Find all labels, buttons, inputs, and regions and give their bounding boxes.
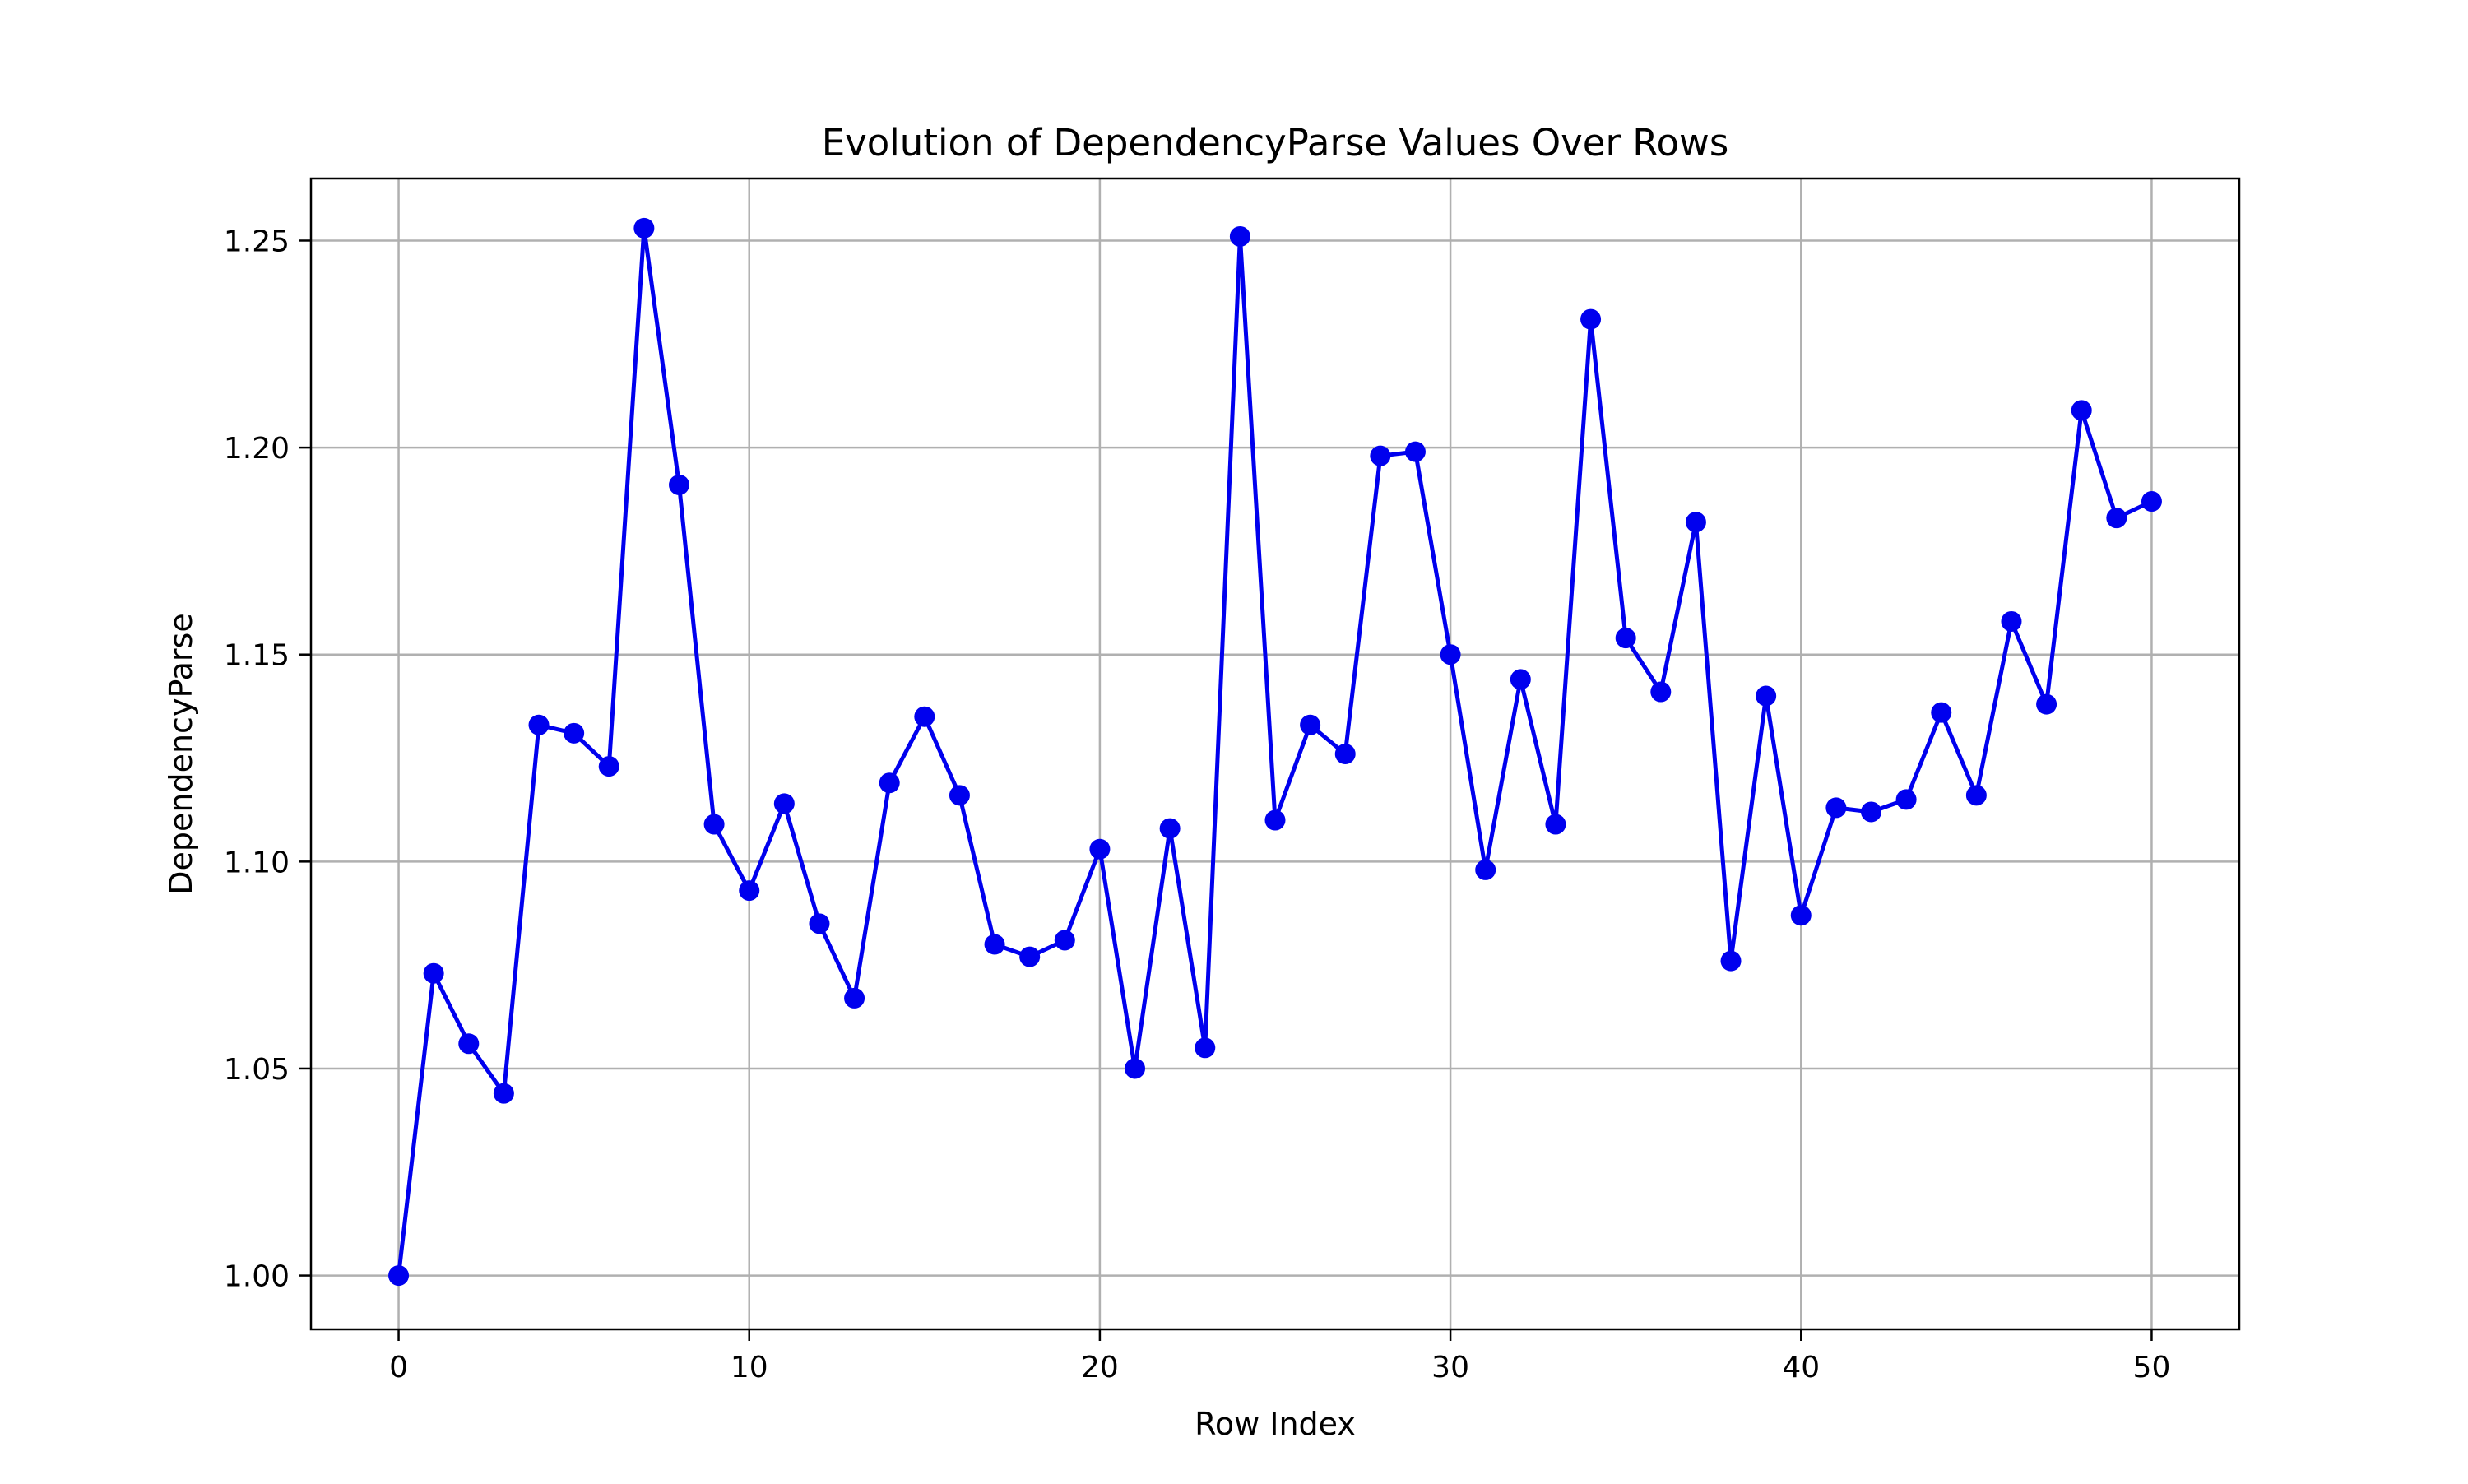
data-point <box>1229 225 1250 247</box>
axis-ticks: 0 10 20 30 40 50 1.00 1.05 1.10 1.15 1.20 1.25 <box>224 225 2171 1384</box>
data-point <box>564 722 585 744</box>
data-point <box>1089 838 1111 860</box>
x-axis-label: Row Index <box>1195 1406 1356 1442</box>
y-tick-label: 1.00 <box>224 1260 290 1294</box>
data-point <box>668 474 689 495</box>
data-point <box>2036 693 2057 715</box>
data-point <box>1054 930 1075 951</box>
y-tick-label: 1.15 <box>224 639 290 673</box>
data-point <box>1685 512 1706 533</box>
data-point <box>703 814 725 835</box>
data-point <box>1580 308 1602 330</box>
data-point <box>493 1083 514 1104</box>
data-point <box>388 1265 410 1287</box>
data-point <box>809 913 830 934</box>
data-point <box>949 785 970 806</box>
data-point <box>1264 809 1286 831</box>
x-tick-label: 10 <box>731 1351 768 1384</box>
y-tick-label: 1.20 <box>224 432 290 466</box>
data-point <box>1650 681 1672 703</box>
data-point <box>1720 950 1742 972</box>
x-tick-label: 50 <box>2133 1351 2171 1384</box>
data-point <box>423 962 444 984</box>
y-tick-label: 1.25 <box>224 225 290 258</box>
data-point <box>1125 1058 1146 1079</box>
data-series <box>388 217 2162 1287</box>
data-point <box>1931 702 1952 723</box>
data-point <box>458 1033 480 1055</box>
data-point <box>1195 1037 1216 1059</box>
data-point <box>1756 685 1777 707</box>
y-axis-label: DependencyParse <box>163 613 199 894</box>
data-point <box>2071 400 2092 421</box>
data-point <box>1159 818 1181 839</box>
y-tick-label: 1.05 <box>224 1053 290 1087</box>
data-point <box>1510 669 1531 690</box>
data-point <box>1475 859 1496 880</box>
data-point <box>1545 814 1566 835</box>
data-point <box>2141 491 2162 512</box>
data-point <box>1790 905 1812 926</box>
x-tick-label: 20 <box>1081 1351 1119 1384</box>
data-point <box>1019 946 1041 967</box>
data-point <box>1300 714 1321 735</box>
data-point <box>528 714 550 735</box>
data-point <box>879 772 900 794</box>
chart-title: Evolution of DependencyParse Values Over… <box>822 121 1729 165</box>
data-point <box>1895 789 1917 810</box>
data-point <box>1965 785 1987 806</box>
data-point <box>1861 801 1882 823</box>
data-point <box>844 987 865 1009</box>
x-tick-label: 0 <box>389 1351 408 1384</box>
x-tick-label: 40 <box>1782 1351 1820 1384</box>
x-tick-label: 30 <box>1431 1351 1469 1384</box>
data-point <box>914 706 935 727</box>
data-point <box>2001 610 2022 632</box>
data-point <box>1334 744 1356 764</box>
data-point <box>1370 445 1391 466</box>
plot-frame <box>309 177 2241 1331</box>
data-point <box>1825 797 1847 819</box>
data-point <box>1440 644 1461 665</box>
data-point <box>1615 628 1636 649</box>
data-point <box>2106 508 2127 529</box>
data-point <box>633 217 655 239</box>
data-point <box>598 756 619 777</box>
data-point <box>1404 441 1426 462</box>
grid <box>311 179 2239 1329</box>
y-tick-label: 1.10 <box>224 846 290 879</box>
data-point <box>773 793 795 814</box>
data-point <box>984 934 1005 955</box>
data-point <box>739 880 760 902</box>
